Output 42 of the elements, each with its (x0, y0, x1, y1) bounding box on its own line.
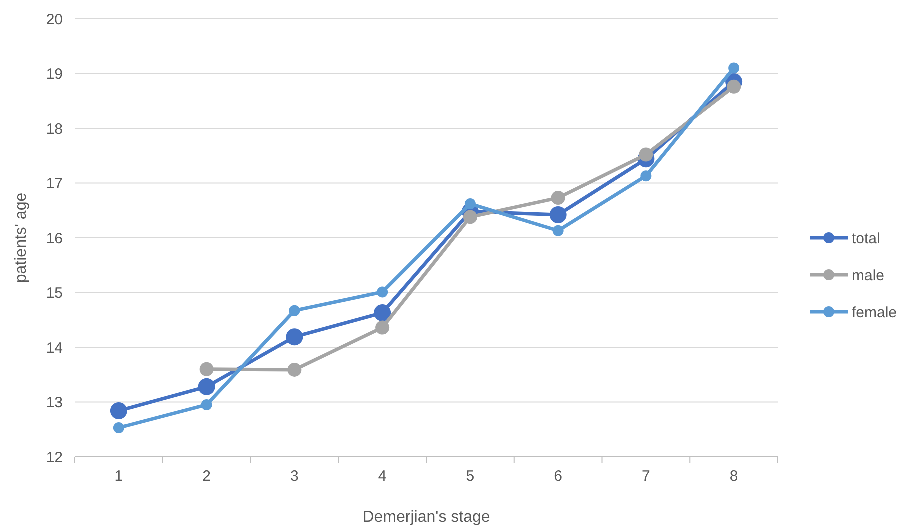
x-tick-label: 4 (378, 468, 387, 485)
point (464, 198, 476, 210)
x-tick-label: 7 (642, 468, 650, 485)
y-tick-label: 17 (46, 176, 63, 192)
y-tick-label: 20 (46, 11, 63, 28)
point (200, 362, 214, 376)
point (551, 191, 566, 206)
y-tick-label: 12 (46, 449, 63, 466)
x-tick-label: 8 (730, 468, 738, 485)
y-tick-label: 14 (46, 340, 63, 357)
point (286, 328, 304, 346)
point (374, 304, 392, 322)
x-tick-label: 2 (202, 468, 211, 485)
y-axis-title: patients' age (13, 192, 30, 284)
legend-label: total (852, 230, 880, 248)
point (289, 305, 300, 316)
point (201, 399, 212, 410)
point (727, 80, 742, 94)
y-tick-label: 18 (46, 120, 63, 138)
x-axis-title: Demerjian's stage (362, 509, 490, 526)
legend-label: male (852, 267, 885, 284)
x-tick-label: 6 (554, 468, 562, 485)
point (376, 320, 390, 335)
x-tick-label: 3 (290, 468, 299, 485)
point (552, 225, 564, 236)
point (110, 402, 128, 420)
point (639, 148, 654, 162)
x-tick-label: 5 (466, 468, 475, 485)
y-tick-label: 13 (46, 394, 63, 412)
point (728, 62, 740, 74)
y-tick-label: 15 (46, 285, 63, 302)
x-tick-label: 1 (114, 468, 124, 485)
y-tick-label: 19 (46, 66, 63, 83)
point (550, 206, 567, 224)
point (288, 362, 302, 377)
point (377, 286, 388, 298)
point (198, 378, 216, 396)
y-tick-label: 16 (46, 230, 63, 248)
point (463, 210, 478, 224)
legend-label: female (852, 304, 898, 322)
point (640, 170, 652, 182)
point (113, 422, 124, 434)
